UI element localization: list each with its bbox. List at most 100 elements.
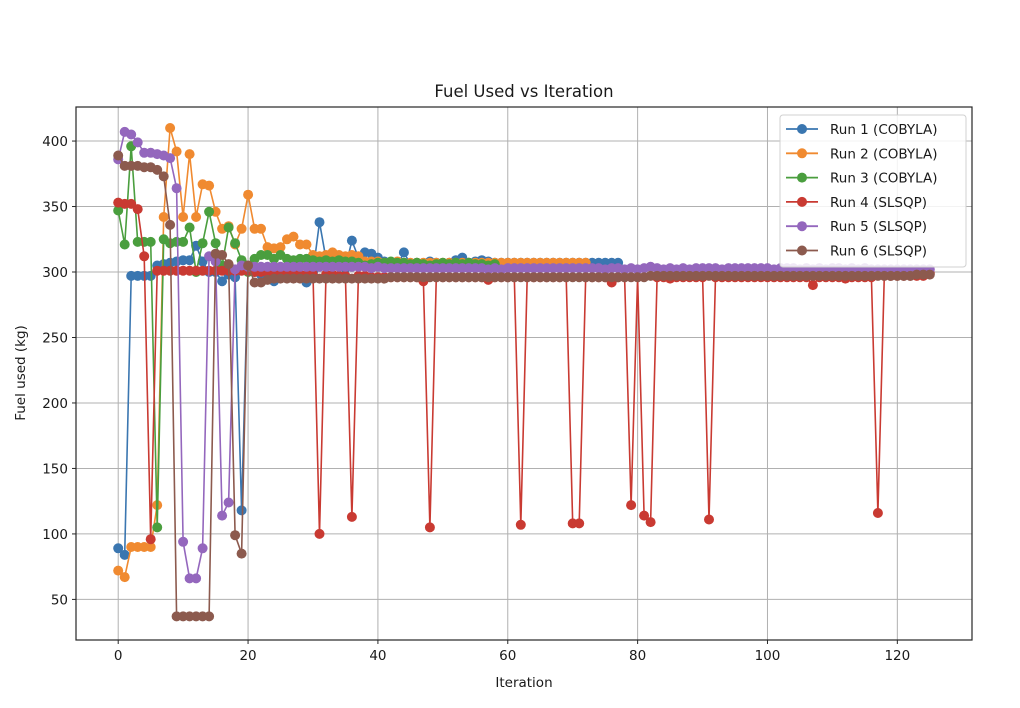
legend-label: Run 2 (COBYLA) — [830, 146, 937, 162]
data-point-marker — [639, 510, 650, 521]
data-point-marker — [288, 231, 299, 242]
data-point-marker — [314, 528, 325, 539]
data-point-marker — [872, 508, 883, 518]
data-point-marker — [645, 517, 656, 528]
data-point-marker — [223, 222, 234, 233]
data-point-marker — [204, 206, 215, 217]
y-tick-label: 350 — [42, 200, 68, 216]
chart-title: Fuel Used vs Iteration — [434, 82, 613, 101]
data-point-marker — [145, 542, 156, 552]
data-point-marker — [807, 280, 818, 291]
legend-label: Run 6 (SLSQP) — [830, 244, 927, 260]
data-point-marker — [152, 522, 163, 533]
data-point-marker — [145, 534, 156, 545]
x-axis-ticks: 0 20 40 60 80 100 120 — [114, 640, 910, 664]
data-point-marker — [924, 269, 935, 280]
x-tick-label: 40 — [369, 648, 386, 664]
legend-label: Run 3 (COBYLA) — [830, 171, 937, 187]
legend-item-run-5: Run 5 (SLSQP) — [786, 219, 927, 235]
data-point-marker — [346, 235, 357, 246]
data-point-marker — [126, 129, 137, 140]
data-point-marker — [113, 205, 124, 216]
data-point-marker — [197, 238, 208, 249]
data-point-marker — [314, 217, 325, 228]
x-tick-label: 20 — [239, 648, 256, 664]
data-point-marker — [119, 239, 130, 250]
legend: Run 1 (COBYLA) Run 2 (COBYLA) Run 3 (COBYL… — [779, 114, 967, 268]
data-point-marker — [301, 239, 312, 250]
data-point-marker — [230, 530, 241, 541]
x-tick-label: 120 — [884, 648, 910, 664]
data-point-marker — [704, 514, 714, 525]
data-point-marker — [204, 180, 215, 191]
data-point-marker — [132, 204, 143, 215]
data-point-marker — [178, 536, 189, 547]
y-tick-label: 200 — [42, 396, 68, 412]
data-point-marker — [139, 251, 150, 262]
data-point-marker — [158, 171, 169, 182]
axes-frame — [75, 106, 973, 641]
data-point-marker — [184, 255, 195, 266]
data-point-marker — [178, 212, 189, 222]
y-tick-label: 100 — [42, 527, 68, 543]
legend-item-run-3: Run 3 (COBYLA) — [786, 171, 937, 187]
data-point-marker — [113, 565, 124, 576]
data-point-marker — [184, 149, 195, 160]
x-tick-label: 80 — [629, 648, 646, 664]
y-tick-label: 250 — [42, 330, 68, 346]
data-point-marker — [113, 543, 124, 554]
data-point-marker — [574, 518, 585, 529]
data-point-marker — [424, 522, 435, 533]
data-point-marker — [243, 189, 254, 200]
legend-marker-icon — [797, 245, 807, 256]
data-point-marker — [223, 259, 234, 270]
legend-marker-icon — [797, 148, 807, 159]
x-axis-label: Iteration — [495, 675, 552, 691]
data-point-marker — [236, 223, 247, 234]
y-tick-label: 300 — [42, 265, 68, 281]
series-run-5 — [113, 126, 935, 584]
data-point-marker — [256, 223, 266, 234]
legend-item-run-2: Run 2 (COBYLA) — [786, 146, 937, 162]
data-point-marker — [191, 573, 202, 584]
data-point-marker — [165, 123, 176, 133]
data-point-marker — [132, 137, 143, 148]
legend-label: Run 5 (SLSQP) — [830, 219, 927, 235]
legend-marker-icon — [797, 124, 807, 134]
x-tick-label: 100 — [755, 648, 781, 664]
legend-marker-icon — [797, 221, 807, 232]
data-point-marker — [217, 510, 228, 521]
x-tick-label: 60 — [499, 648, 516, 664]
data-point-marker — [230, 238, 241, 249]
y-axis-label: Fuel used (kg) — [13, 325, 29, 421]
data-point-marker — [165, 219, 176, 230]
data-point-marker — [113, 150, 124, 161]
legend-label: Run 4 (SLSQP) — [830, 195, 927, 211]
data-point-marker — [236, 505, 247, 516]
y-tick-label: 150 — [42, 461, 68, 477]
x-tick-label: 0 — [114, 648, 123, 664]
data-point-marker — [275, 242, 286, 253]
legend-box — [779, 114, 967, 268]
data-point-marker — [217, 276, 228, 287]
data-point-marker — [236, 548, 247, 559]
data-point-marker — [217, 250, 228, 260]
legend-item-run-6: Run 6 (SLSQP) — [786, 244, 927, 260]
data-point-marker — [515, 519, 526, 530]
data-point-marker — [152, 164, 163, 175]
data-point-marker — [197, 543, 208, 554]
data-point-marker — [398, 247, 409, 258]
series-run-6 — [113, 150, 935, 622]
data-point-marker — [184, 222, 195, 233]
data-point-marker — [191, 212, 202, 222]
data-point-marker — [626, 500, 637, 511]
legend-item-run-4: Run 4 (SLSQP) — [786, 195, 927, 211]
data-point-marker — [178, 236, 189, 247]
data-point-marker — [223, 497, 234, 508]
legend-marker-icon — [797, 172, 807, 183]
data-point-marker — [119, 549, 130, 560]
data-point-marker — [158, 212, 169, 222]
data-point-marker — [210, 238, 221, 249]
data-point-marker — [346, 511, 357, 522]
